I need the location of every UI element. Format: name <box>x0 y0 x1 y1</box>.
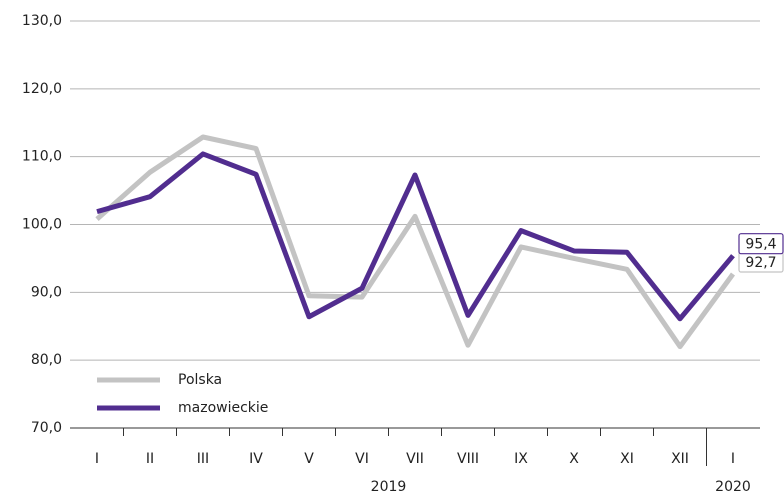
x-tick-label: VI <box>355 451 369 467</box>
x-tick-label: II <box>146 451 154 467</box>
y-tick-label: 110,0 <box>22 149 62 165</box>
series-line <box>96 151 735 322</box>
x-tick-label: IX <box>514 451 528 467</box>
legend-label: Polska <box>178 372 222 388</box>
value-label-box <box>738 233 784 255</box>
y-tick-label: 120,0 <box>22 81 62 97</box>
x-tick-label: VII <box>406 451 424 467</box>
x-tick-label: V <box>304 451 314 467</box>
y-tick-label: 130,0 <box>22 13 62 29</box>
period-label: 2019 <box>371 479 407 494</box>
x-tick-label: VIII <box>457 451 479 467</box>
value-label: 92,7 <box>745 255 776 271</box>
y-tick-label: 90,0 <box>31 284 62 300</box>
period-label: 2020 <box>715 479 751 494</box>
x-tick-label: IV <box>249 451 263 467</box>
x-tick-label: III <box>197 451 209 467</box>
y-tick-label: 70,0 <box>31 420 62 436</box>
legend-label: mazowieckie <box>178 400 268 416</box>
y-tick-label: 80,0 <box>31 352 62 368</box>
x-tick-label: I <box>731 451 735 467</box>
value-label: 95,4 <box>745 237 776 253</box>
x-tick-label: I <box>95 451 99 467</box>
y-tick-label: 100,0 <box>22 217 62 233</box>
x-tick-label: XII <box>671 451 689 467</box>
series-line <box>95 134 736 350</box>
x-tick-label: XI <box>620 451 634 467</box>
x-tick-label: X <box>569 451 579 467</box>
